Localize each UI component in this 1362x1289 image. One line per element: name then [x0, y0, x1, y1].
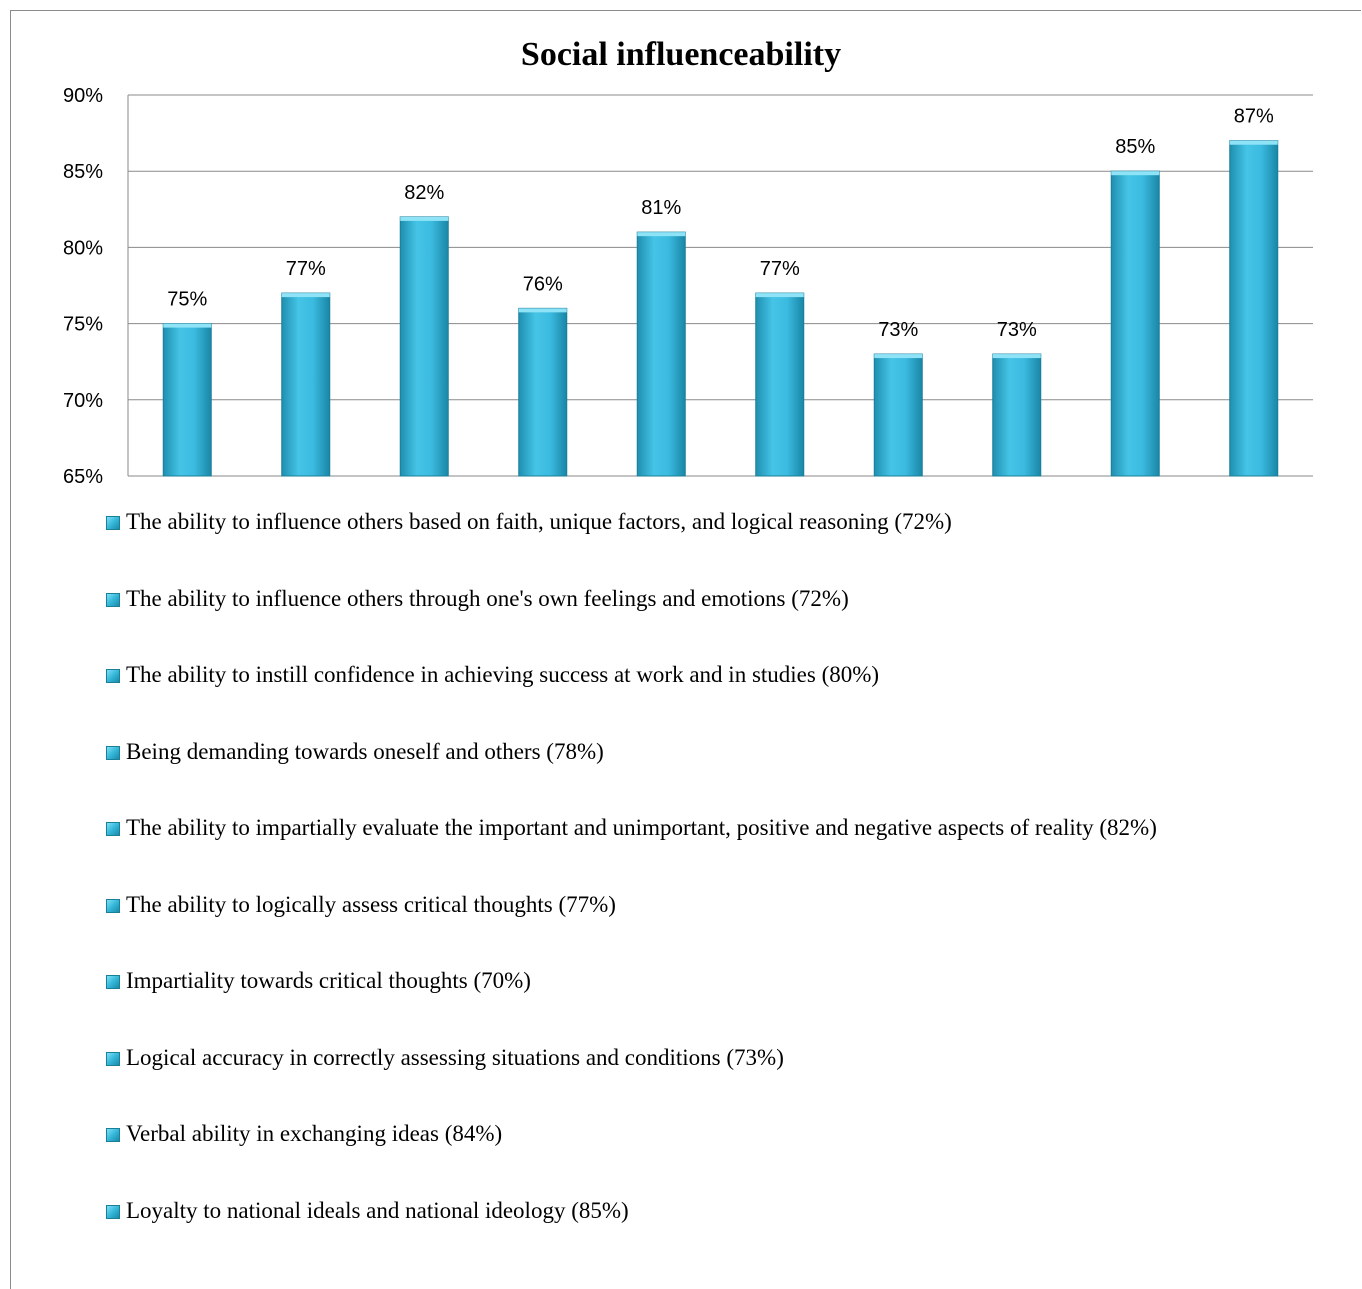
bar [399, 216, 449, 477]
bar-top-highlight [992, 354, 1041, 359]
legend-swatch [106, 975, 120, 989]
data-label: 73% [997, 319, 1037, 341]
bar [992, 353, 1042, 477]
legend-swatch [106, 822, 120, 836]
legend-label: Logical accuracy in correctly assessing … [126, 1044, 784, 1070]
bar [1110, 170, 1160, 477]
bar [755, 292, 805, 477]
legend-swatch [106, 898, 120, 913]
y-tick-label: 75% [63, 314, 103, 336]
data-label: 77% [760, 258, 800, 280]
bar-top-highlight [755, 293, 804, 298]
legend-label: Loyalty to national ideals and national … [126, 1197, 629, 1223]
bar [162, 323, 212, 477]
legend-item: The ability to impartially evaluate the … [106, 814, 1326, 891]
bar [518, 307, 568, 477]
bar [873, 353, 923, 477]
bar [1229, 140, 1279, 477]
data-labels: 75% 77% 82% 76% 81% 77% 73% 73% 85% 87% [167, 106, 1274, 341]
y-tick-label: 65% [63, 466, 103, 488]
legend-item: The ability to influence others based on… [106, 508, 1326, 585]
legend-item: Being demanding towards oneself and othe… [106, 738, 1326, 815]
bar-chart-plot: 65% 70% 75% 80% 85% 90% 75% 77% 82% 76% 81% 77% 73%… [63, 85, 1313, 488]
legend-item: Impartiality towards critical thoughts (… [106, 967, 1326, 1044]
legend-swatch [106, 745, 120, 760]
data-label: 75% [167, 289, 207, 311]
bar [281, 292, 331, 477]
data-label: 85% [1115, 136, 1155, 158]
bar-top-highlight [400, 216, 449, 221]
legend-label: The ability to instill confidence in ach… [126, 662, 880, 687]
legend-label: Verbal ability in exchanging ideas (84%) [126, 1121, 503, 1146]
data-label: 77% [286, 258, 326, 280]
legend-swatch [106, 1051, 120, 1066]
y-tick-label: 90% [63, 85, 103, 107]
legend-swatch [106, 592, 120, 607]
legend-item: The ability to logically assess critical… [106, 891, 1326, 968]
bar-top-highlight [518, 308, 567, 313]
y-tick-label: 85% [63, 161, 103, 183]
bar-top-highlight [637, 232, 686, 237]
legend: The ability to influence others based on… [106, 508, 1326, 1273]
bar-top-highlight [163, 323, 212, 328]
bar [636, 231, 686, 477]
data-label: 87% [1234, 106, 1274, 128]
legend-swatch [106, 1128, 120, 1142]
legend-item: The ability to influence others through … [106, 585, 1326, 662]
legend-swatch [106, 516, 120, 530]
bars [162, 140, 1279, 477]
legend-item: Verbal ability in exchanging ideas (84%) [106, 1120, 1326, 1197]
chart-frame [10, 10, 1361, 1289]
legend-item: Loyalty to national ideals and national … [106, 1197, 1326, 1274]
data-label: 76% [523, 273, 563, 295]
legend-item: The ability to instill confidence in ach… [106, 661, 1326, 738]
y-tick-label: 70% [63, 390, 103, 412]
legend-label: Being demanding towards oneself and othe… [126, 738, 604, 764]
bar-top-highlight [874, 354, 923, 359]
bar-top-highlight [281, 293, 330, 298]
chart-title: Social influenceability [520, 36, 842, 73]
legend-label: Impartiality towards critical thoughts (… [126, 968, 531, 993]
legend-label: The ability to impartially evaluate the … [126, 815, 1157, 840]
legend-swatch [106, 1204, 120, 1219]
y-tick-label: 80% [63, 237, 103, 259]
bar-top-highlight [1111, 171, 1160, 176]
legend-label: The ability to logically assess critical… [126, 891, 616, 917]
legend-item: Logical accuracy in correctly assessing … [106, 1044, 1326, 1121]
data-label: 82% [404, 182, 444, 204]
data-label: 73% [878, 319, 918, 341]
legend-label: The ability to influence others through … [126, 585, 849, 611]
bar-top-highlight [1229, 140, 1278, 145]
legend-swatch [106, 669, 120, 683]
legend-label: The ability to influence others based on… [126, 509, 952, 534]
data-label: 81% [641, 197, 681, 219]
